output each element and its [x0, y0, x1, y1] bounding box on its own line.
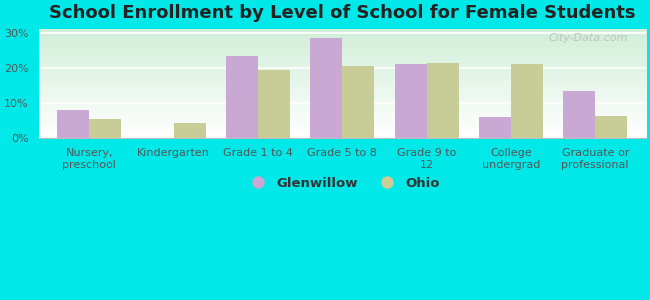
Bar — [595, 116, 627, 139]
Bar — [479, 117, 511, 139]
Text: City-Data.com: City-Data.com — [548, 33, 628, 43]
Bar — [174, 123, 205, 139]
Bar — [258, 70, 290, 139]
Bar — [563, 91, 595, 139]
Bar — [395, 64, 426, 139]
Title: School Enrollment by Level of School for Female Students: School Enrollment by Level of School for… — [49, 4, 636, 22]
Bar — [310, 38, 343, 139]
Legend: Glenwillow, Ohio: Glenwillow, Ohio — [239, 172, 445, 195]
Bar — [89, 119, 122, 139]
Bar — [511, 64, 543, 139]
Bar — [426, 63, 459, 139]
Bar — [226, 56, 258, 139]
Bar — [343, 66, 374, 139]
Bar — [57, 110, 89, 139]
